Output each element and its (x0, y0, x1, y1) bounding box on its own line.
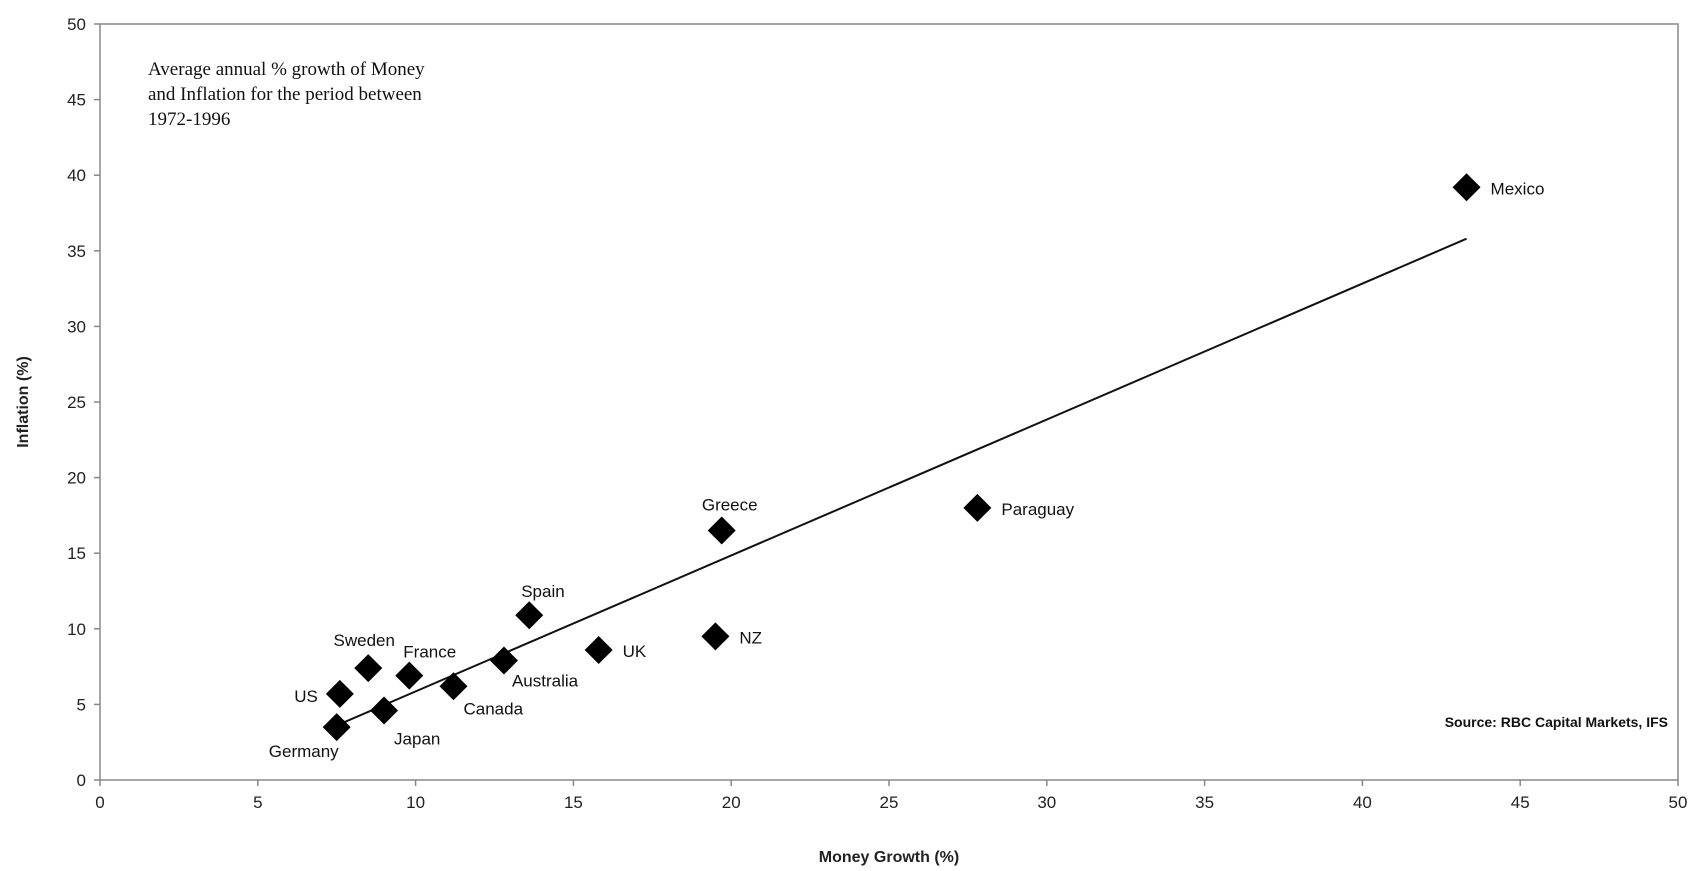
point-label-sweden: Sweden (334, 631, 395, 650)
y-tick-label: 35 (67, 242, 86, 261)
data-point-sweden (354, 654, 383, 683)
x-tick-label: 25 (880, 793, 899, 812)
y-axis-title: Inflation (%) (15, 356, 32, 448)
data-point-japan (370, 696, 399, 725)
y-tick-label: 5 (77, 695, 86, 714)
annotation-layer: Average annual % growth of Money and Infl… (148, 59, 1668, 730)
y-tick-label: 20 (67, 469, 86, 488)
annotation-line: and Inflation for the period between (148, 84, 422, 105)
points-layer (322, 173, 1481, 742)
data-point-uk (584, 635, 613, 664)
x-tick-label: 35 (1195, 793, 1214, 812)
y-tick-label: 0 (77, 771, 86, 790)
data-point-australia (489, 646, 518, 675)
point-label-greece: Greece (702, 496, 758, 515)
point-label-us: US (294, 687, 318, 706)
y-tick-label: 10 (67, 620, 86, 639)
source-note: Source: RBC Capital Markets, IFS (1445, 714, 1668, 730)
labels-layer: US Germany Sweden Japan France Canada Australi… (269, 179, 1545, 761)
data-point-mexico (1452, 173, 1481, 202)
data-point-us (325, 679, 354, 708)
x-axis-title: Money Growth (%) (819, 849, 959, 866)
point-label-canada: Canada (463, 699, 523, 718)
point-label-australia: Australia (512, 672, 579, 691)
y-tick-label: 15 (67, 544, 86, 563)
data-point-france (395, 661, 424, 690)
point-label-mexico: Mexico (1491, 179, 1545, 198)
data-point-paraguay (963, 493, 992, 522)
point-label-nz: NZ (739, 628, 762, 647)
x-tick-label: 45 (1511, 793, 1530, 812)
y-tick-label: 30 (67, 317, 86, 336)
y-tick-label: 25 (67, 393, 86, 412)
trendline-layer (339, 237, 1467, 725)
point-label-germany: Germany (269, 742, 339, 761)
x-tick-label: 5 (253, 793, 262, 812)
y-tick-label: 50 (67, 15, 86, 34)
data-point-spain (515, 601, 544, 630)
point-label-japan: Japan (394, 729, 440, 748)
axes: 0 5 10 15 20 25 30 35 40 45 50 0 5 10 15 20 25 30 35 40 45 50… (15, 15, 1687, 866)
x-tick-label: 30 (1037, 793, 1056, 812)
data-point-germany (322, 713, 351, 742)
trendline (339, 237, 1467, 725)
x-tick-label: 10 (406, 793, 425, 812)
data-point-greece (707, 516, 736, 545)
data-point-canada (439, 672, 468, 701)
x-tick-label: 15 (564, 793, 583, 812)
x-tick-label: 0 (95, 793, 104, 812)
x-tick-label: 40 (1353, 793, 1372, 812)
data-point-nz (701, 622, 730, 651)
y-tick-label: 40 (67, 166, 86, 185)
annotation-line: 1972-1996 (148, 109, 230, 130)
point-label-france: France (403, 643, 456, 662)
point-label-spain: Spain (521, 582, 564, 601)
x-tick-label: 50 (1669, 793, 1688, 812)
y-tick-label: 45 (67, 91, 86, 110)
plot-frame (99, 23, 1679, 781)
x-tick-label: 20 (722, 793, 741, 812)
point-label-uk: UK (623, 642, 647, 661)
annotation-line: Average annual % growth of Money (148, 59, 425, 80)
point-label-paraguay: Paraguay (1001, 500, 1074, 519)
